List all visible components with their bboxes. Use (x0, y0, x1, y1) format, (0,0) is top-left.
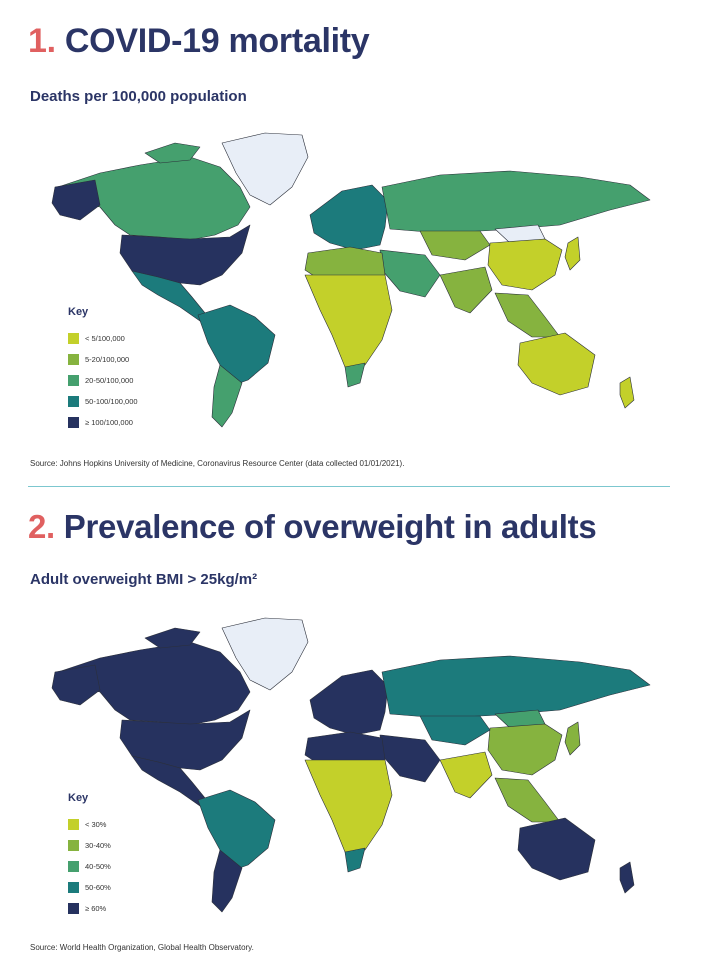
section-2-key: Key < 30% 30-40% 40-50% 50-60% ≥ 60% (68, 792, 178, 919)
china-region (487, 238, 563, 291)
south-america-region (197, 789, 276, 873)
section-2-subtitle: Adult overweight BMI > 25kg/m² (30, 571, 258, 588)
legend-label: 50-60% (85, 883, 111, 892)
key-row: ≥ 100/100,000 (68, 412, 178, 433)
greenland-region (221, 617, 309, 691)
section-divider (28, 486, 670, 487)
south-asia-region (439, 266, 493, 314)
sub-saharan-africa-region (304, 274, 393, 368)
united-states-region (119, 224, 251, 286)
section-1-key-title: Key (68, 306, 89, 318)
legend-swatch (68, 861, 79, 872)
legend-label: 40-50% (85, 862, 111, 871)
key-row: 40-50% (68, 856, 178, 877)
legend-swatch (68, 882, 79, 893)
australia-region (517, 332, 596, 396)
legend-swatch (68, 354, 79, 365)
legend-swatch (68, 417, 79, 428)
new-zealand-region (619, 861, 635, 894)
legend-swatch (68, 375, 79, 386)
southern-africa-region (344, 362, 366, 388)
legend-label: ≥ 100/100,000 (85, 418, 133, 427)
central-asia-region (419, 230, 491, 261)
section-1-title-text: COVID-19 mortality (64, 22, 370, 60)
south-america-region (197, 304, 276, 388)
legend-label: 30-40% (85, 841, 111, 850)
legend-swatch (68, 903, 79, 914)
alaska-region (51, 664, 101, 706)
central-asia-region (419, 715, 491, 746)
united-states-region (119, 709, 251, 771)
japan-region (564, 236, 581, 271)
key-row: < 5/100,000 (68, 328, 178, 349)
legend-swatch (68, 819, 79, 830)
legend-label: 5-20/100,000 (85, 355, 130, 364)
key-row: < 30% (68, 814, 178, 835)
section-2-title: 2. Prevalence of overweight in adults (28, 508, 597, 546)
legend-label: < 30% (85, 820, 107, 829)
russia-region (381, 655, 651, 719)
greenland-region (221, 132, 309, 206)
southern-africa-region (344, 847, 366, 873)
legend-swatch (68, 840, 79, 851)
arctic-islands-region (144, 142, 201, 164)
japan-region (564, 721, 581, 756)
southern-cone-region (211, 364, 243, 428)
section-1-title: 1. COVID-19 mortality (28, 22, 370, 61)
section-2-number: 2. (28, 508, 55, 545)
sub-saharan-africa-region (304, 759, 393, 853)
covid-mortality-world-map (51, 132, 651, 428)
key-row: 20-50/100,000 (68, 370, 178, 391)
southeast-asia-region (494, 777, 561, 823)
new-zealand-region (619, 376, 635, 409)
key-row: 30-40% (68, 835, 178, 856)
section-2-source: Source: World Health Organization, Globa… (30, 943, 254, 952)
section-1-number: 1. (28, 22, 56, 60)
russia-region (381, 170, 651, 234)
section-1-source: Source: Johns Hopkins University of Medi… (30, 459, 405, 468)
section-2-key-title: Key (68, 792, 89, 804)
middle-east-region (379, 734, 441, 783)
section-1-subtitle: Deaths per 100,000 population (30, 88, 247, 105)
key-row: 5-20/100,000 (68, 349, 178, 370)
arctic-islands-region (144, 627, 201, 649)
key-row: 50-60% (68, 877, 178, 898)
key-row: ≥ 60% (68, 898, 178, 919)
europe-region (309, 184, 389, 251)
section-1-key: Key < 5/100,000 5-20/100,000 20-50/100,0… (68, 306, 178, 433)
southeast-asia-region (494, 292, 561, 338)
legend-swatch (68, 333, 79, 344)
china-region (487, 723, 563, 776)
southern-cone-region (211, 849, 243, 913)
middle-east-region (379, 249, 441, 298)
alaska-region (51, 179, 101, 221)
overweight-prevalence-world-map (51, 617, 651, 913)
south-asia-region (439, 751, 493, 799)
legend-label: 20-50/100,000 (85, 376, 134, 385)
section-2-title-text: Prevalence of overweight in adults (63, 508, 597, 545)
key-row: 50-100/100,000 (68, 391, 178, 412)
legend-swatch (68, 396, 79, 407)
legend-label: ≥ 60% (85, 904, 107, 913)
legend-label: < 5/100,000 (85, 334, 125, 343)
legend-label: 50-100/100,000 (85, 397, 138, 406)
australia-region (517, 817, 596, 881)
europe-region (309, 669, 389, 736)
